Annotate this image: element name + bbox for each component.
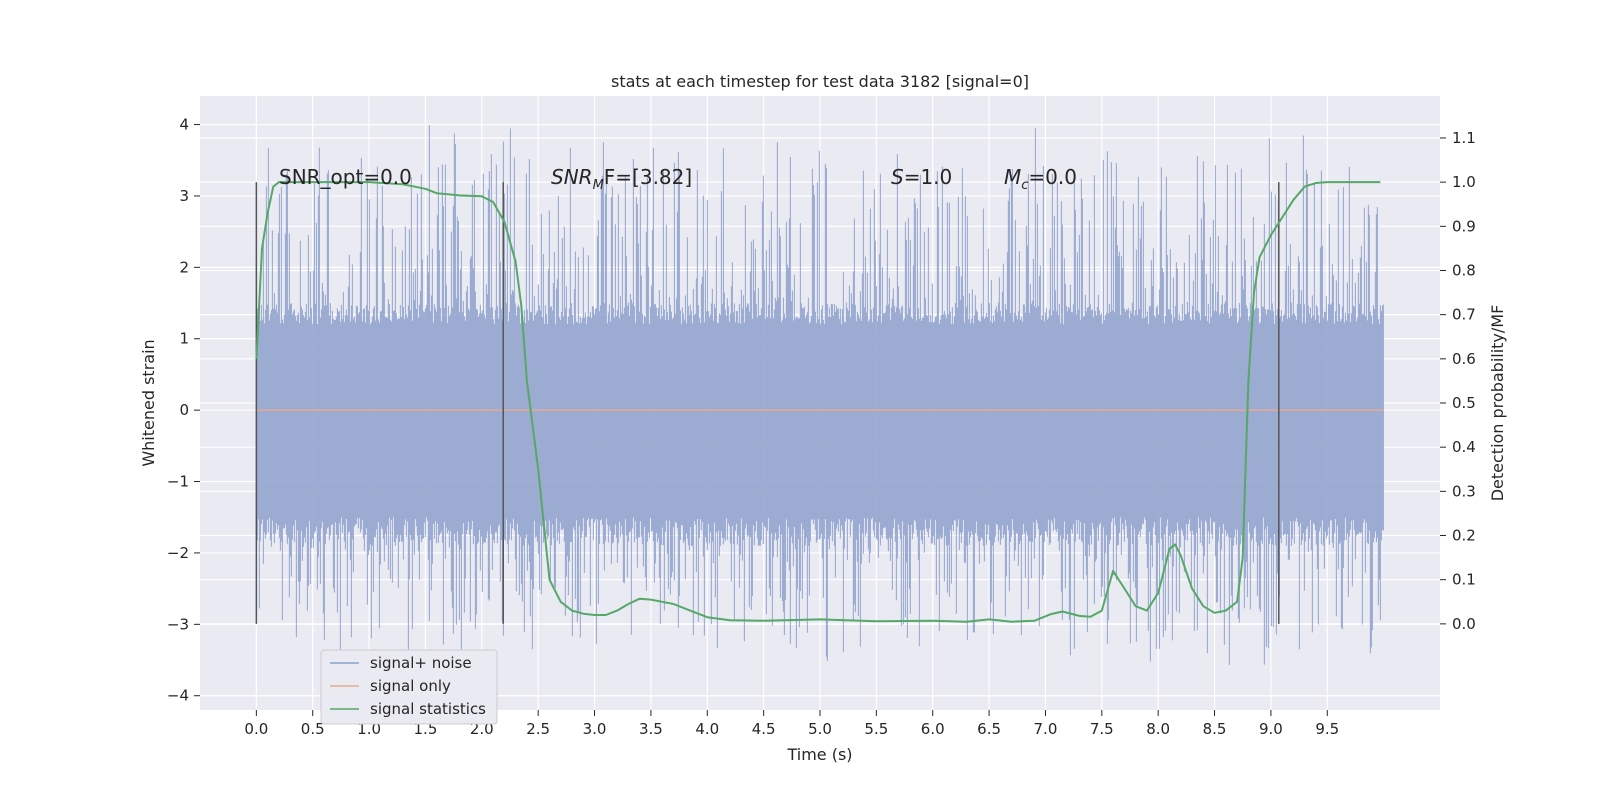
annotation-mc-rest: =0.0 (1028, 165, 1077, 189)
y-tick-label-right: 0.2 (1452, 527, 1476, 545)
x-tick-label: 0.5 (301, 720, 325, 738)
y-tick-label-right: 1.0 (1452, 173, 1476, 191)
annotation-snr-mf-rest: F=[3.82] (604, 165, 692, 189)
y-tick-label-left: 4 (179, 116, 189, 134)
annotation-s: S=1.0 (891, 165, 952, 189)
x-tick-label: 5.0 (808, 720, 832, 738)
annotation-snr-mf-sub: M (593, 178, 604, 193)
x-tick-label: 6.0 (921, 720, 945, 738)
legend-box (320, 649, 498, 725)
y-tick-label-left: −1 (167, 473, 189, 491)
y-tick-label-left: −2 (167, 544, 189, 562)
legend: signal+ noise signal only signal statist… (320, 649, 498, 725)
annotation-s-rest: =1.0 (904, 165, 953, 189)
y-tick-label-left: 0 (179, 401, 189, 419)
legend-label-stats: signal statistics (370, 700, 486, 718)
y-tick-label-left: −3 (167, 615, 189, 633)
x-tick-label: 4.5 (752, 720, 776, 738)
x-tick-label: 8.5 (1203, 720, 1227, 738)
x-tick-label: 3.0 (583, 720, 607, 738)
x-tick-label: 0.0 (244, 720, 268, 738)
annotation-s-var: S (891, 165, 904, 189)
annotation-mc-sub: c (1021, 178, 1028, 193)
y-tick-label-right: 0.9 (1452, 217, 1476, 235)
x-tick-label: 9.5 (1315, 720, 1339, 738)
y-tick-label-left: −4 (167, 687, 189, 705)
vertical-lines-layer (255, 182, 1280, 624)
annotation-mc-var: M (1004, 165, 1021, 189)
x-tick-label: 9.0 (1259, 720, 1283, 738)
y-tick-label-right: 0.0 (1452, 615, 1476, 633)
y-tick-label-right: 0.5 (1452, 394, 1476, 412)
y-tick-label-right: 0.8 (1452, 261, 1476, 279)
x-tick-label: 4.0 (695, 720, 719, 738)
y-tick-label-right: 0.4 (1452, 438, 1476, 456)
y-tick-label-right: 1.1 (1452, 129, 1476, 147)
x-axis-label: Time (s) (786, 745, 852, 764)
y-tick-labels-left: −4 −3 −2 −1 0 1 2 3 4 (167, 116, 200, 705)
series-signal-statistics (255, 181, 1381, 623)
y-tick-label-right: 0.6 (1452, 350, 1476, 368)
x-tick-label: 7.5 (1090, 720, 1114, 738)
chart-title: stats at each timestep for test data 318… (611, 72, 1029, 91)
y-tick-label-right: 0.7 (1452, 306, 1476, 324)
y-tick-label-right: 0.1 (1452, 571, 1476, 589)
y-axis-label-right: Detection probability/MF (1488, 305, 1507, 502)
x-tick-label: 8.0 (1146, 720, 1170, 738)
annotation-snr-opt: SNR_opt=0.0 (279, 165, 412, 189)
x-tick-labels: 0.0 0.5 1.0 1.5 2.0 2.5 3.0 3.5 4.0 4.5 5.0 5.5 6.0 6… (244, 710, 1339, 738)
signal-statistics-layer (255, 181, 1381, 623)
annotation-snr-mf-main: SNR (551, 165, 593, 189)
y-tick-labels-right: 0.0 0.1 0.2 0.3 0.4 0.5 0.6 0.7 0.8 0.9 1.0 1.1 (1440, 129, 1476, 633)
x-tick-label: 3.5 (639, 720, 663, 738)
legend-label-signal: signal only (370, 677, 451, 695)
y-tick-label-left: 2 (179, 258, 189, 276)
x-tick-label: 2.5 (526, 720, 550, 738)
x-tick-label: 6.5 (977, 720, 1001, 738)
x-tick-label: 5.5 (864, 720, 888, 738)
annotation-snr-mf: SNRMF=[3.82] (551, 165, 692, 193)
y-tick-label-right: 0.3 (1452, 482, 1476, 500)
y-tick-label-left: 1 (179, 330, 189, 348)
y-axis-label-left: Whitened strain (139, 339, 158, 466)
x-tick-label: 7.0 (1034, 720, 1058, 738)
annotation-mc: Mc=0.0 (1004, 165, 1077, 193)
y-tick-label-left: 3 (179, 187, 189, 205)
legend-label-noise: signal+ noise (370, 654, 472, 672)
